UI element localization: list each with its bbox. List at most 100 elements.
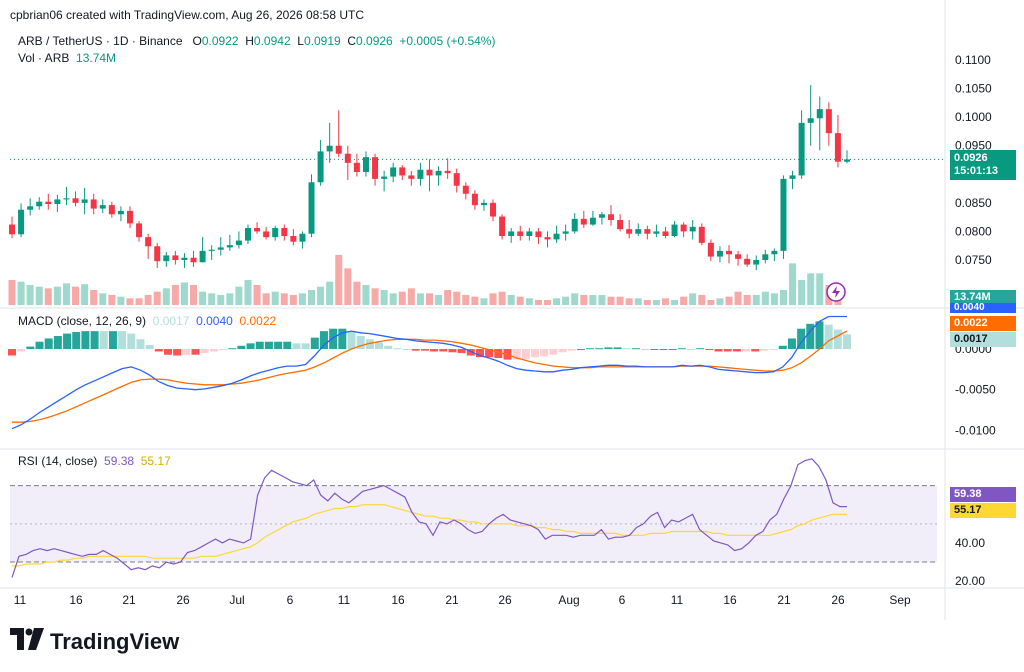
- volume-bar: [680, 296, 688, 305]
- macd-histogram-bar: [659, 349, 668, 351]
- macd-histogram-bar: [485, 349, 494, 358]
- candle-body: [72, 198, 79, 203]
- macd-histogram-bar: [815, 321, 824, 350]
- rsi-label[interactable]: RSI (14, close): [18, 454, 98, 468]
- volume-bar: [707, 300, 715, 305]
- macd-histogram-bar: [586, 348, 595, 350]
- macd-histogram-bar: [824, 324, 833, 350]
- macd-value: 0.0040: [196, 314, 233, 328]
- macd-histogram-bar: [375, 342, 384, 350]
- candle-body: [27, 206, 34, 210]
- volume-bar: [308, 290, 316, 305]
- macd-histogram-bar: [90, 331, 99, 350]
- volume-bar: [72, 286, 80, 305]
- volume-bar: [253, 285, 261, 305]
- macd-histogram-bar: [613, 347, 622, 350]
- date-axis-tick: 21: [445, 593, 459, 607]
- volume-bar: [353, 281, 361, 305]
- price-tag-countdown: 15:01:13: [954, 165, 999, 177]
- symbol-title[interactable]: ARB / TetherUS · 1D · Binance: [18, 34, 183, 48]
- candle-body: [36, 201, 43, 207]
- candle-body: [299, 233, 306, 242]
- volume-bar: [779, 290, 787, 305]
- candle-body: [762, 254, 769, 260]
- macd-histogram-bar: [17, 349, 26, 352]
- macd-histogram-bar: [209, 349, 218, 352]
- candle-body: [744, 258, 751, 265]
- candle-body: [163, 255, 170, 262]
- tradingview-mark-icon: [10, 628, 44, 656]
- macd-histogram-bar: [63, 333, 72, 350]
- candle-body: [281, 228, 288, 236]
- volume-bar: [335, 255, 343, 305]
- volume-bar: [734, 291, 742, 305]
- macd-histogram-bar: [696, 348, 705, 350]
- volume-bar: [743, 295, 751, 305]
- candle-body: [644, 229, 651, 234]
- macd-histogram-bar: [448, 349, 457, 353]
- volume-label[interactable]: Vol · ARB: [18, 51, 70, 65]
- macd-histogram-bar: [182, 349, 191, 355]
- price-axis-tick: 0.0850: [955, 196, 992, 210]
- candle-body: [208, 249, 215, 251]
- candle-body: [580, 218, 587, 225]
- macd-histogram-bar: [255, 341, 264, 350]
- volume-bar: [162, 288, 170, 305]
- candle-body: [199, 250, 206, 263]
- volume-bar: [117, 296, 125, 305]
- volume-bar: [280, 293, 288, 305]
- volume-bar: [598, 295, 606, 305]
- rsi-ma-value: 55.17: [140, 454, 171, 468]
- macd-histogram-bar: [714, 349, 723, 352]
- volume-bar: [698, 295, 706, 305]
- ohlc-close: 0.0926: [356, 34, 393, 48]
- volume-bar: [716, 298, 724, 305]
- ohlc-close-label: C: [347, 34, 357, 48]
- macd-histogram-bar: [521, 349, 530, 359]
- volume-bar: [807, 273, 815, 305]
- tradingview-wordmark: TradingView: [50, 629, 180, 654]
- candle-body: [435, 170, 442, 176]
- date-axis-tick: 26: [176, 593, 190, 607]
- macd-histogram-bar: [219, 349, 228, 351]
- macd-histogram-bar: [145, 344, 154, 350]
- candle-body: [653, 231, 660, 234]
- macd-histogram-bar: [797, 328, 806, 350]
- macd-histogram-bar: [549, 349, 558, 355]
- volume-bar: [108, 295, 116, 305]
- date-axis-tick: 6: [287, 593, 294, 607]
- ohlc-high-label: H: [245, 34, 254, 48]
- volume-bar: [317, 286, 325, 305]
- candle-body: [680, 224, 687, 232]
- candle-body: [780, 178, 787, 251]
- candle-body: [372, 157, 379, 179]
- volume-bar: [298, 293, 306, 305]
- rsi-band-fill: [10, 485, 937, 563]
- macd-histogram-bar: [430, 349, 439, 352]
- macd-label[interactable]: MACD (close, 12, 26, 9): [18, 314, 147, 328]
- macd-histogram-bar: [622, 348, 631, 350]
- macd-histogram-bar: [494, 349, 503, 358]
- ohlc-change: +0.0005 (+0.54%): [399, 34, 496, 48]
- rsi-value: 59.38: [104, 454, 135, 468]
- candle-body: [317, 151, 324, 183]
- candle-body: [308, 182, 315, 234]
- volume-bar: [589, 295, 597, 305]
- macd-hist-value: 0.0017: [152, 314, 190, 328]
- ohlc-open: 0.0922: [201, 34, 239, 48]
- candle-body: [263, 231, 270, 238]
- volume-bar: [752, 295, 760, 305]
- chart-canvas[interactable]: 0.07500.08000.08500.09000.09500.10000.10…: [0, 0, 1024, 620]
- macd-histogram-bar: [319, 331, 328, 350]
- candle-body: [598, 214, 605, 218]
- volume-bar: [226, 293, 234, 305]
- volume-bar: [770, 293, 778, 305]
- macd-histogram-bar: [732, 349, 741, 352]
- candle-body: [54, 199, 61, 204]
- credit-line: cpbrian06 created with TradingView.com, …: [10, 8, 364, 22]
- macd-histogram-bar: [787, 338, 796, 350]
- macd-histogram-bar: [742, 349, 751, 352]
- candle-body: [18, 209, 25, 235]
- tradingview-logo[interactable]: TradingView: [10, 628, 179, 656]
- candle-body: [571, 218, 578, 232]
